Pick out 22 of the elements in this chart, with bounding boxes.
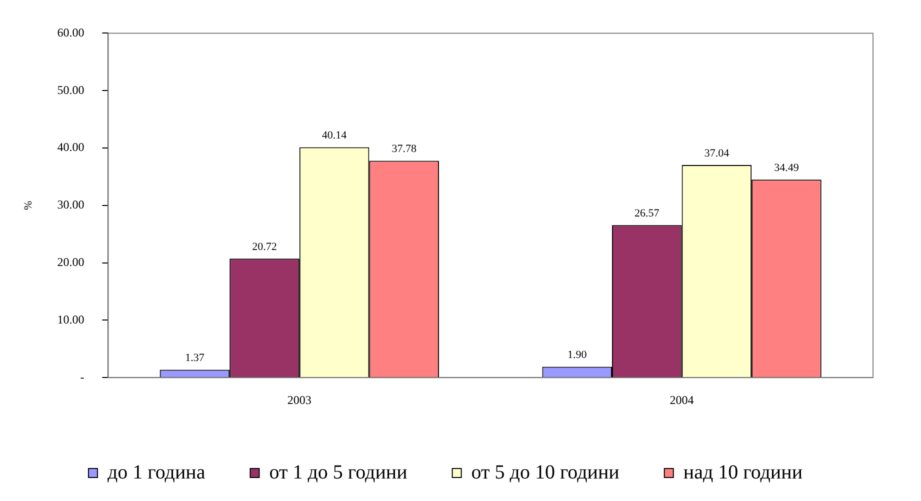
y-tick-label: 30.00 — [57, 198, 84, 212]
data-label: 1.90 — [567, 349, 588, 362]
y-tick-label: 10.00 — [57, 312, 84, 326]
y-tick-label: - — [80, 370, 84, 384]
legend-label: над 10 години — [683, 461, 803, 484]
data-label: 34.49 — [774, 162, 800, 174]
legend-label: до 1 година — [107, 461, 206, 484]
data-label: 37.78 — [392, 143, 417, 156]
y-tick-label: 40.00 — [57, 140, 84, 154]
y-axis-title: % — [22, 200, 34, 210]
y-tick-label: 60.00 — [57, 25, 84, 40]
x-tick-label: 2004 — [670, 392, 694, 407]
x-tick-label: 2003 — [287, 392, 312, 407]
data-label: 20.72 — [252, 241, 277, 254]
data-label: 1.37 — [185, 352, 205, 364]
y-tick-label: 50.00 — [57, 82, 84, 97]
legend-label: от 5 до 10 години — [471, 461, 620, 484]
data-label: 37.04 — [704, 147, 730, 160]
legend-label: от 1 до 5 години — [269, 461, 408, 484]
data-label: 26.57 — [634, 207, 660, 220]
y-tick-label: 20.00 — [57, 254, 84, 269]
data-label: 40.14 — [322, 130, 348, 142]
